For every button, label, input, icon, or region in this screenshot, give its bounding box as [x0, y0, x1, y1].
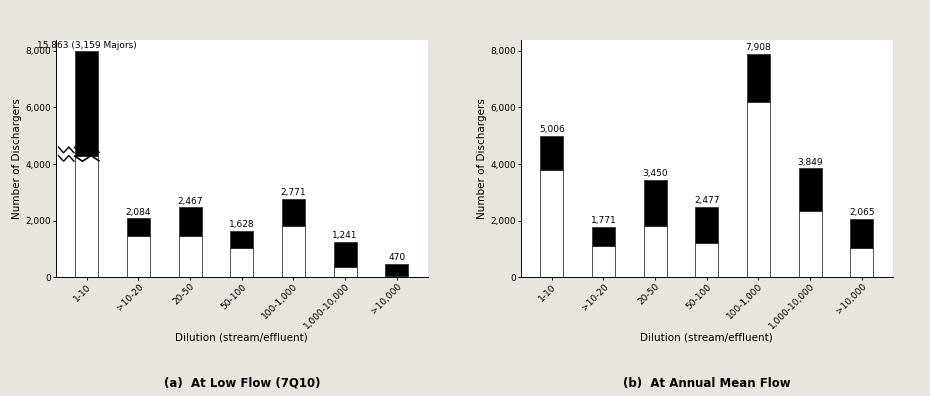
Bar: [231, 231, 253, 248]
Bar: [644, 180, 667, 226]
Bar: [334, 242, 357, 267]
Bar: [126, 236, 150, 277]
Bar: [799, 211, 822, 277]
Text: 15,863 (3,159 Majors): 15,863 (3,159 Majors): [37, 40, 137, 50]
Bar: [282, 199, 305, 226]
Text: 470: 470: [388, 253, 405, 262]
Text: 5,006: 5,006: [538, 125, 565, 134]
Bar: [75, 156, 99, 277]
Bar: [334, 267, 357, 277]
Text: 1,628: 1,628: [229, 221, 255, 229]
Bar: [540, 135, 564, 170]
Bar: [799, 168, 822, 211]
Bar: [75, 51, 99, 156]
Bar: [591, 246, 615, 277]
X-axis label: Dilution (stream/effluent): Dilution (stream/effluent): [176, 333, 308, 343]
Text: 2,467: 2,467: [178, 197, 203, 206]
Bar: [385, 276, 408, 277]
Bar: [179, 208, 202, 236]
Bar: [644, 226, 667, 277]
Text: (b)  At Annual Mean Flow: (b) At Annual Mean Flow: [623, 377, 790, 390]
Bar: [747, 53, 770, 102]
Text: 3,849: 3,849: [797, 158, 823, 167]
Bar: [282, 226, 305, 277]
X-axis label: Dilution (stream/effluent): Dilution (stream/effluent): [641, 333, 773, 343]
Text: 2,477: 2,477: [694, 196, 720, 206]
Y-axis label: Number of Dischargers: Number of Dischargers: [12, 98, 22, 219]
Bar: [747, 102, 770, 277]
Text: 2,065: 2,065: [849, 208, 874, 217]
Bar: [126, 218, 150, 236]
Text: (a)  At Low Flow (7Q10): (a) At Low Flow (7Q10): [164, 377, 320, 390]
Text: 1,771: 1,771: [591, 216, 617, 225]
Bar: [179, 236, 202, 277]
Bar: [591, 227, 615, 246]
Text: 2,084: 2,084: [126, 208, 152, 217]
Bar: [696, 207, 719, 243]
Bar: [385, 264, 408, 276]
Text: 7,908: 7,908: [746, 43, 771, 52]
Y-axis label: Number of Dischargers: Number of Dischargers: [477, 98, 487, 219]
Text: 2,771: 2,771: [281, 188, 306, 197]
Bar: [540, 170, 564, 277]
Text: 3,450: 3,450: [643, 169, 668, 178]
Bar: [231, 248, 253, 277]
Bar: [850, 248, 873, 277]
Text: 1,241: 1,241: [332, 231, 358, 240]
Bar: [850, 219, 873, 248]
Bar: [696, 243, 719, 277]
